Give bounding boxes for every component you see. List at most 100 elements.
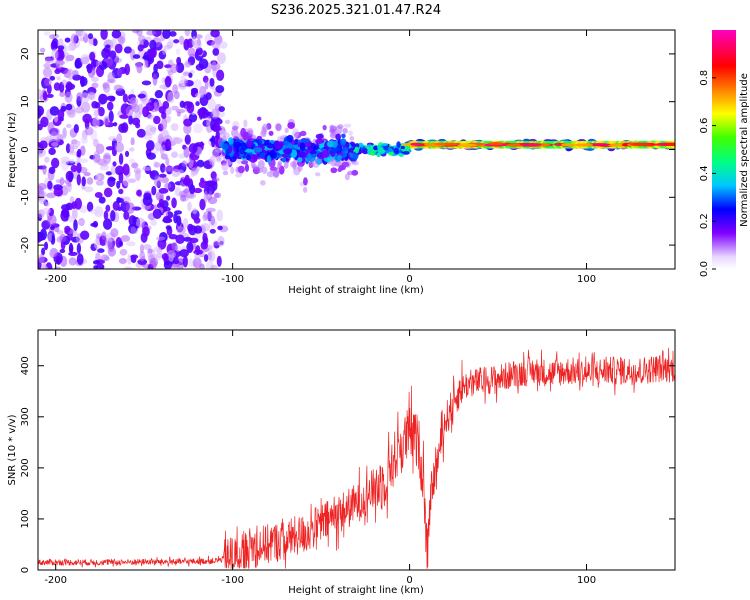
- spectrogram-cell: [61, 79, 68, 86]
- spectrogram-cell: [434, 142, 459, 146]
- spectrogram-cell: [77, 148, 82, 158]
- spectrogram-cell: [154, 89, 164, 99]
- spectrogram-cell: [315, 133, 324, 140]
- spectrogram-cell: [88, 38, 94, 47]
- spectrogram-cell: [95, 143, 105, 155]
- spectrogram-cell: [125, 202, 135, 214]
- spectrogram-cell: [223, 132, 231, 140]
- spectrogram-cell: [96, 263, 105, 269]
- spectrogram-cell: [248, 129, 253, 137]
- spectrogram-cell: [184, 78, 189, 84]
- spectrogram-cell: [65, 123, 72, 128]
- spectrogram-cell: [393, 147, 400, 154]
- spectrogram-cell: [64, 52, 70, 63]
- colorbar-ticks: 0.0 0.2 0.4 0.6 0.8: [699, 70, 716, 277]
- spectrogram-cell: [108, 110, 114, 123]
- spectrogram-cell: [80, 136, 88, 144]
- spectrogram-cell: [329, 132, 338, 138]
- spectrogram-cell: [118, 171, 124, 184]
- spectrogram-cell: [198, 180, 209, 189]
- spectrogram-cell: [42, 164, 47, 175]
- spectrogram-cell: [303, 177, 308, 186]
- spectrogram-cell: [92, 260, 100, 265]
- spectrogram-cell: [215, 38, 223, 44]
- figure-title: S236.2025.321.01.47.R24: [271, 3, 441, 18]
- spectrogram-cell: [286, 134, 294, 143]
- spectrogram-cell: [153, 175, 162, 188]
- spectrogram-cell: [100, 254, 110, 261]
- spectrogram-cell: [122, 196, 131, 203]
- spectrogram-cell: [240, 142, 247, 152]
- spectrogram-cell: [112, 201, 120, 211]
- spectrogram-cell: [59, 91, 66, 97]
- spectrogram-cell: [145, 140, 155, 151]
- spectrogram-cell: [310, 149, 317, 155]
- spectrogram-cell: [210, 30, 220, 38]
- spectrogram-cell: [91, 82, 99, 89]
- spectrogram-cell: [629, 142, 651, 147]
- spectrogram-cell: [170, 123, 179, 131]
- spectrogram-cell: [91, 67, 96, 76]
- spectrogram-cell: [306, 153, 313, 162]
- spectrogram-cell: [165, 225, 172, 230]
- y-tick-label: 20: [20, 48, 31, 61]
- spectrogram-cell: [216, 69, 225, 81]
- spectrogram-cell: [44, 201, 50, 207]
- spectrogram-cell: [283, 148, 293, 155]
- spectrogram-cell: [93, 138, 99, 148]
- spectrogram-cell: [123, 46, 132, 54]
- spectrogram-cell: [156, 60, 164, 70]
- spectrogram-cell: [233, 141, 242, 148]
- spectrogram-cell: [246, 139, 253, 148]
- spectrogram-cell: [200, 223, 211, 232]
- spectrogram-cell: [162, 215, 171, 223]
- spectrogram-cell: [266, 143, 275, 149]
- spectrogram-cell: [171, 105, 179, 111]
- spectrogram-cell: [186, 191, 197, 200]
- spectrogram-cell: [71, 201, 77, 209]
- spectrogram-cell: [256, 116, 262, 122]
- spectrogram-cell: [277, 160, 283, 166]
- spectrogram-cell: [74, 59, 81, 69]
- spectrogram-cell: [83, 186, 94, 193]
- spectrogram-cell: [204, 79, 209, 90]
- spectrogram-cell: [116, 133, 123, 144]
- spectrogram-cell: [54, 69, 61, 75]
- spectrogram-cell: [316, 158, 322, 165]
- spectrogram-cell: [82, 113, 92, 124]
- spectrogram-cell: [147, 248, 153, 254]
- spectrogram-cell: [211, 108, 220, 119]
- spectrogram-cell: [86, 63, 93, 74]
- colorbar-tick-label: 0.8: [699, 70, 710, 86]
- spectrogram-cell: [94, 175, 101, 180]
- spectrogram-cell: [297, 157, 303, 163]
- spectrogram-cell: [43, 78, 52, 87]
- spectrogram-cell: [119, 248, 128, 256]
- spectrogram-cell: [103, 83, 111, 94]
- spectrogram-cell: [51, 48, 59, 61]
- colorbar-label: Normalized spectral amplitude: [739, 73, 750, 227]
- spectrogram-cell: [67, 108, 76, 118]
- spectrogram-cell: [349, 136, 355, 141]
- spectrogram-cell: [351, 161, 360, 166]
- spectrogram-cell: [181, 160, 188, 167]
- spectrogram-cell: [111, 30, 122, 39]
- spectrogram-cell: [169, 31, 177, 37]
- spectrogram-cell: [51, 141, 59, 147]
- spectrogram-cell: [283, 161, 289, 169]
- spectrogram-cell: [173, 91, 180, 100]
- spectrogram-cell: [146, 152, 156, 160]
- spectrogram-cell: [232, 120, 240, 131]
- spectrogram-cell: [42, 90, 48, 101]
- spectrogram-cell: [64, 225, 71, 233]
- spectrogram-cell: [141, 80, 152, 86]
- spectrogram-cell: [402, 151, 410, 155]
- spectrogram-cell: [337, 154, 343, 161]
- spectrogram-cell: [160, 153, 168, 160]
- x-tick-label: 100: [577, 274, 596, 285]
- spectrogram-cell: [189, 184, 196, 195]
- spectrogram-cell: [195, 245, 201, 256]
- spectrogram-cell: [202, 232, 208, 243]
- spectrogram-cell: [301, 138, 310, 144]
